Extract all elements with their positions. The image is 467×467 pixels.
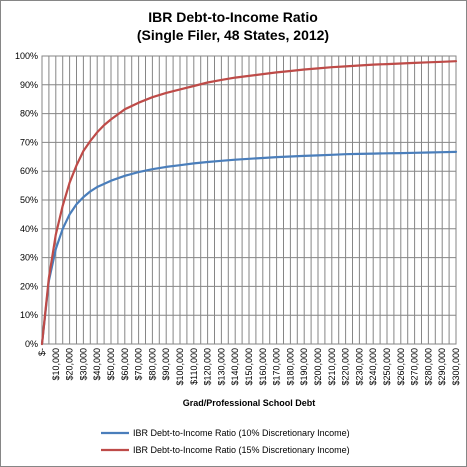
legend: IBR Debt-to-Income Ratio (10% Discretion… <box>101 428 350 455</box>
series-line-1 <box>40 150 458 346</box>
x-tick-label: $200,000 <box>313 348 323 386</box>
x-tick-label: $40,000 <box>92 348 102 381</box>
x-tick-label: $30,000 <box>78 348 88 381</box>
legend-label-2: IBR Debt-to-Income Ratio (15% Discretion… <box>133 445 350 455</box>
x-tick-label: $240,000 <box>368 348 378 386</box>
y-tick-label: 90% <box>20 80 38 90</box>
x-axis-ticks: $- $10,000 $20,000 $30,000 $40,000 $50,000 $60… <box>37 348 461 386</box>
x-tick-label: $20,000 <box>65 348 75 381</box>
x-tick-label: $50,000 <box>106 348 116 381</box>
x-tick-label: $250,000 <box>382 348 392 386</box>
x-tick-label: $290,000 <box>437 348 447 386</box>
y-tick-label: 0% <box>25 339 38 349</box>
x-tick-label: $60,000 <box>120 348 130 381</box>
chart-title: IBR Debt-to-Income Ratio <box>148 9 318 25</box>
x-tick-label: $90,000 <box>161 348 171 381</box>
x-tick-label: $130,000 <box>216 348 226 386</box>
x-tick-label: $270,000 <box>410 348 420 386</box>
x-tick-label: $70,000 <box>134 348 144 381</box>
y-tick-label: 60% <box>20 166 38 176</box>
x-tick-label: $170,000 <box>272 348 282 386</box>
series-lines <box>40 60 458 346</box>
x-tick-label: $100,000 <box>175 348 185 386</box>
x-axis-label: Grad/Professional School Debt <box>183 398 316 408</box>
y-tick-label: 10% <box>20 310 38 320</box>
x-tick-label: $110,000 <box>189 348 199 385</box>
x-tick-label: $190,000 <box>299 348 309 386</box>
plot-area <box>41 55 457 345</box>
y-tick-label: 50% <box>20 195 38 205</box>
x-tick-label: $260,000 <box>396 348 406 386</box>
x-tick-label: $10,000 <box>51 348 61 381</box>
grid <box>42 55 457 345</box>
x-tick-label: $140,000 <box>230 348 240 386</box>
y-tick-label: 20% <box>20 281 38 291</box>
y-tick-label: 30% <box>20 253 38 263</box>
y-axis-ticks: 0% 10% 20% 30% 40% 50% 60% 70% 80% 90% 100% <box>15 51 38 349</box>
x-tick-label: $220,000 <box>341 348 351 386</box>
x-tick-label: $150,000 <box>244 348 254 386</box>
x-tick-label: $230,000 <box>354 348 364 386</box>
x-tick-label: $210,000 <box>327 348 337 386</box>
x-tick-label: $280,000 <box>423 348 433 386</box>
x-tick-label: $120,000 <box>203 348 213 386</box>
y-tick-label: 80% <box>20 109 38 119</box>
x-tick-label: $80,000 <box>147 348 157 381</box>
series-line-2 <box>40 60 458 346</box>
x-tick-label: $180,000 <box>285 348 295 386</box>
y-tick-label: 40% <box>20 224 38 234</box>
x-tick-label: $160,000 <box>258 348 268 386</box>
y-tick-label: 100% <box>15 51 38 61</box>
chart-subtitle: (Single Filer, 48 States, 2012) <box>137 27 329 43</box>
x-tick-label: $300,000 <box>451 348 461 386</box>
x-tick-label: $- <box>37 348 47 356</box>
legend-label-1: IBR Debt-to-Income Ratio (10% Discretion… <box>133 428 350 438</box>
y-tick-label: 70% <box>20 137 38 147</box>
